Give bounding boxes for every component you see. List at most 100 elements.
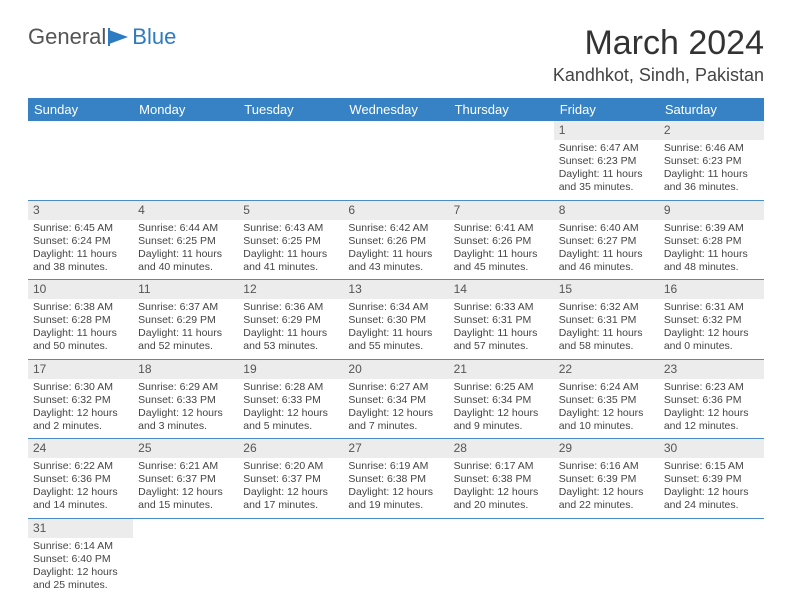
day-number: 19 <box>238 360 343 379</box>
day-detail-sr: Sunrise: 6:30 AM <box>33 381 128 394</box>
location-text: Kandhkot, Sindh, Pakistan <box>553 65 764 86</box>
calendar-day-cell <box>343 518 448 597</box>
day-number: 26 <box>238 439 343 458</box>
day-detail-d2: and 7 minutes. <box>348 420 443 433</box>
day-detail-ss: Sunset: 6:25 PM <box>138 235 233 248</box>
day-detail-sr: Sunrise: 6:39 AM <box>664 222 759 235</box>
day-detail-d1: Daylight: 11 hours <box>559 248 654 261</box>
weekday-header: Monday <box>133 98 238 121</box>
day-detail-d1: Daylight: 11 hours <box>33 248 128 261</box>
day-detail-d2: and 48 minutes. <box>664 261 759 274</box>
calendar-day-cell: 15Sunrise: 6:32 AMSunset: 6:31 PMDayligh… <box>554 280 659 360</box>
calendar-day-cell: 17Sunrise: 6:30 AMSunset: 6:32 PMDayligh… <box>28 359 133 439</box>
day-detail-sr: Sunrise: 6:41 AM <box>454 222 549 235</box>
calendar-day-cell <box>343 121 448 200</box>
day-detail-d1: Daylight: 11 hours <box>348 248 443 261</box>
day-detail-sr: Sunrise: 6:34 AM <box>348 301 443 314</box>
day-detail-sr: Sunrise: 6:43 AM <box>243 222 338 235</box>
day-detail-d1: Daylight: 12 hours <box>664 327 759 340</box>
calendar-day-cell <box>449 121 554 200</box>
day-detail-d2: and 12 minutes. <box>664 420 759 433</box>
day-detail-ss: Sunset: 6:38 PM <box>348 473 443 486</box>
day-detail-d1: Daylight: 11 hours <box>664 248 759 261</box>
day-number: 5 <box>238 201 343 220</box>
day-detail-sr: Sunrise: 6:32 AM <box>559 301 654 314</box>
day-number: 9 <box>659 201 764 220</box>
day-detail-sr: Sunrise: 6:16 AM <box>559 460 654 473</box>
day-detail-d2: and 53 minutes. <box>243 340 338 353</box>
day-detail-d1: Daylight: 12 hours <box>138 407 233 420</box>
calendar-day-cell: 14Sunrise: 6:33 AMSunset: 6:31 PMDayligh… <box>449 280 554 360</box>
day-detail-ss: Sunset: 6:39 PM <box>559 473 654 486</box>
day-detail-d1: Daylight: 12 hours <box>559 486 654 499</box>
day-number: 22 <box>554 360 659 379</box>
weekday-header: Tuesday <box>238 98 343 121</box>
calendar-day-cell: 27Sunrise: 6:19 AMSunset: 6:38 PMDayligh… <box>343 439 448 519</box>
day-detail-d2: and 24 minutes. <box>664 499 759 512</box>
day-number: 7 <box>449 201 554 220</box>
day-number: 23 <box>659 360 764 379</box>
day-number: 25 <box>133 439 238 458</box>
day-detail-sr: Sunrise: 6:28 AM <box>243 381 338 394</box>
calendar-day-cell: 11Sunrise: 6:37 AMSunset: 6:29 PMDayligh… <box>133 280 238 360</box>
day-detail-ss: Sunset: 6:36 PM <box>33 473 128 486</box>
day-detail-sr: Sunrise: 6:46 AM <box>664 142 759 155</box>
day-detail-d1: Daylight: 11 hours <box>243 248 338 261</box>
day-detail-d1: Daylight: 11 hours <box>559 327 654 340</box>
day-detail-sr: Sunrise: 6:15 AM <box>664 460 759 473</box>
day-detail-d2: and 43 minutes. <box>348 261 443 274</box>
day-detail-d1: Daylight: 12 hours <box>348 407 443 420</box>
day-detail-sr: Sunrise: 6:24 AM <box>559 381 654 394</box>
day-detail-ss: Sunset: 6:29 PM <box>243 314 338 327</box>
day-detail-ss: Sunset: 6:37 PM <box>243 473 338 486</box>
day-detail-d1: Daylight: 11 hours <box>454 327 549 340</box>
day-detail-ss: Sunset: 6:32 PM <box>33 394 128 407</box>
day-detail-d1: Daylight: 12 hours <box>138 486 233 499</box>
day-detail-d2: and 52 minutes. <box>138 340 233 353</box>
day-detail-d1: Daylight: 12 hours <box>243 407 338 420</box>
day-detail-sr: Sunrise: 6:17 AM <box>454 460 549 473</box>
day-detail-sr: Sunrise: 6:29 AM <box>138 381 233 394</box>
calendar-day-cell: 9Sunrise: 6:39 AMSunset: 6:28 PMDaylight… <box>659 200 764 280</box>
day-detail-ss: Sunset: 6:34 PM <box>454 394 549 407</box>
day-number: 10 <box>28 280 133 299</box>
calendar-day-cell <box>449 518 554 597</box>
day-detail-ss: Sunset: 6:26 PM <box>348 235 443 248</box>
calendar-day-cell: 3Sunrise: 6:45 AMSunset: 6:24 PMDaylight… <box>28 200 133 280</box>
day-detail-d1: Daylight: 12 hours <box>33 407 128 420</box>
calendar-day-cell: 26Sunrise: 6:20 AMSunset: 6:37 PMDayligh… <box>238 439 343 519</box>
day-detail-d1: Daylight: 11 hours <box>664 168 759 181</box>
calendar-day-cell: 19 Sunrise: 6:28 AMSunset: 6:33 PMDayligh… <box>238 359 343 439</box>
day-detail-d2: and 19 minutes. <box>348 499 443 512</box>
day-detail-d1: Daylight: 12 hours <box>559 407 654 420</box>
day-number: 29 <box>554 439 659 458</box>
calendar-week-row: 24Sunrise: 6:22 AMSunset: 6:36 PMDayligh… <box>28 439 764 519</box>
day-detail-ss: Sunset: 6:33 PM <box>243 394 338 407</box>
day-number: 28 <box>449 439 554 458</box>
day-detail-d2: and 58 minutes. <box>559 340 654 353</box>
calendar-day-cell: 6Sunrise: 6:42 AMSunset: 6:26 PMDaylight… <box>343 200 448 280</box>
day-number: 1 <box>554 121 659 140</box>
weekday-header: Sunday <box>28 98 133 121</box>
day-detail-sr: Sunrise: 6:44 AM <box>138 222 233 235</box>
day-detail-ss: Sunset: 6:38 PM <box>454 473 549 486</box>
calendar-day-cell: 12Sunrise: 6:36 AMSunset: 6:29 PMDayligh… <box>238 280 343 360</box>
month-title: March 2024 <box>553 24 764 63</box>
calendar-day-cell <box>133 518 238 597</box>
day-detail-d2: and 40 minutes. <box>138 261 233 274</box>
day-number: 11 <box>133 280 238 299</box>
calendar-day-cell <box>28 121 133 200</box>
day-detail-d2: and 41 minutes. <box>243 261 338 274</box>
day-detail-d2: and 22 minutes. <box>559 499 654 512</box>
header: General Blue March 2024 Kandhkot, Sindh,… <box>28 24 764 94</box>
calendar-body: 1Sunrise: 6:47 AMSunset: 6:23 PMDaylight… <box>28 121 764 597</box>
day-detail-d2: and 45 minutes. <box>454 261 549 274</box>
calendar-day-cell: 1Sunrise: 6:47 AMSunset: 6:23 PMDaylight… <box>554 121 659 200</box>
day-detail-ss: Sunset: 6:24 PM <box>33 235 128 248</box>
day-detail-d2: and 14 minutes. <box>33 499 128 512</box>
calendar-table: Sunday Monday Tuesday Wednesday Thursday… <box>28 98 764 597</box>
day-detail-d1: Daylight: 11 hours <box>138 327 233 340</box>
day-detail-ss: Sunset: 6:40 PM <box>33 553 128 566</box>
day-detail-d1: Daylight: 11 hours <box>559 168 654 181</box>
day-detail-d1: Daylight: 12 hours <box>243 486 338 499</box>
